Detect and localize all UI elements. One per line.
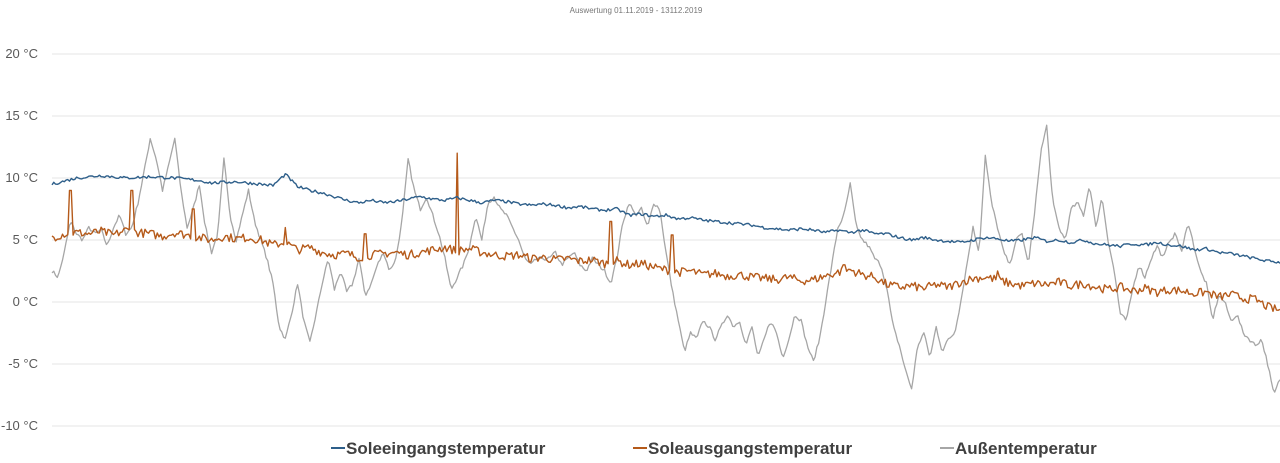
legend-label-soleeingang: Soleeingangstemperatur bbox=[346, 439, 546, 458]
y-tick-label: 15 °C bbox=[5, 108, 38, 123]
y-tick-label: 0 °C bbox=[13, 294, 38, 309]
y-tick-label: -5 °C bbox=[8, 356, 38, 371]
chart-title: Auswertung 01.11.2019 - 13112.2019 bbox=[570, 6, 703, 15]
legend-label-soleausgang: Soleausgangstemperatur bbox=[648, 439, 852, 458]
y-tick-label: 10 °C bbox=[5, 170, 38, 185]
legend-label-aussen: Außentemperatur bbox=[955, 439, 1097, 458]
legend: Soleeingangstemperatur Soleausgangstempe… bbox=[331, 439, 1097, 458]
series-soleeingang-line bbox=[51, 173, 1280, 264]
y-tick-label: 20 °C bbox=[5, 46, 38, 61]
series-aussen-line bbox=[51, 124, 1280, 393]
series-lines bbox=[51, 124, 1280, 393]
y-axis-ticks: -10 °C -5 °C 0 °C 5 °C 10 °C 15 °C 20 °C bbox=[1, 46, 38, 433]
y-tick-label: 5 °C bbox=[13, 232, 38, 247]
series-soleausgang-line bbox=[51, 152, 1280, 312]
gridlines bbox=[52, 53, 1280, 427]
y-tick-label: -10 °C bbox=[1, 418, 38, 433]
